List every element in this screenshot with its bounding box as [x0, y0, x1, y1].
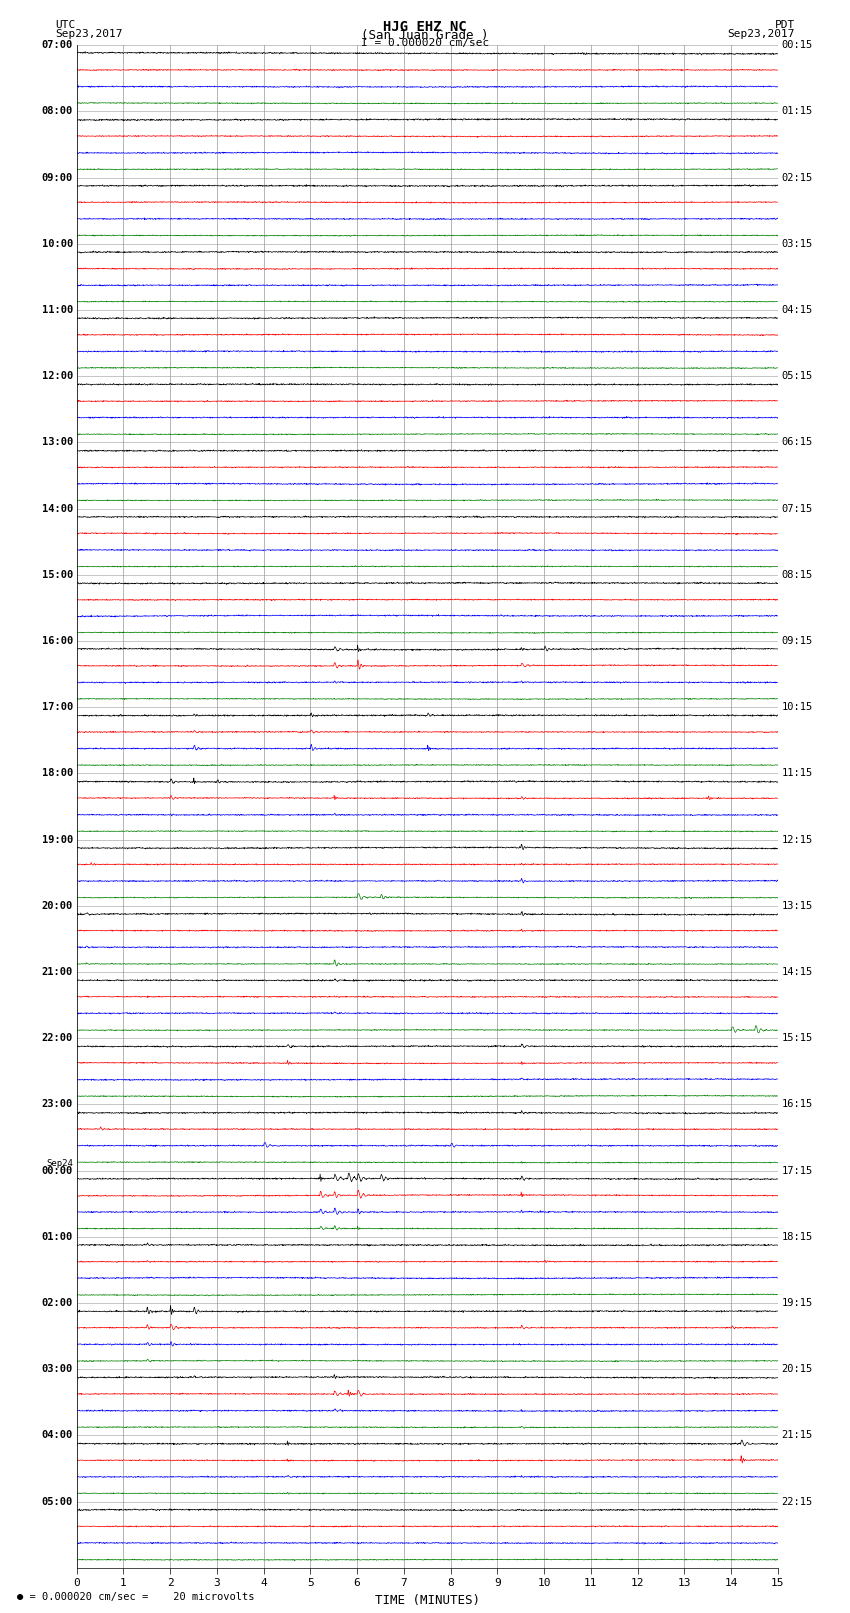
- Text: 04:00: 04:00: [42, 1431, 73, 1440]
- Text: 18:00: 18:00: [42, 768, 73, 779]
- Text: 05:00: 05:00: [42, 1497, 73, 1507]
- Text: 05:15: 05:15: [781, 371, 813, 381]
- Text: Sep23,2017: Sep23,2017: [728, 29, 795, 39]
- Text: 22:00: 22:00: [42, 1034, 73, 1044]
- Text: 00:00: 00:00: [42, 1166, 73, 1176]
- Text: PDT: PDT: [774, 19, 795, 31]
- Text: 01:15: 01:15: [781, 106, 813, 116]
- Text: 17:15: 17:15: [781, 1166, 813, 1176]
- Text: 02:00: 02:00: [42, 1298, 73, 1308]
- Text: 15:15: 15:15: [781, 1034, 813, 1044]
- Text: 09:15: 09:15: [781, 636, 813, 645]
- Text: 07:15: 07:15: [781, 503, 813, 513]
- Text: 07:00: 07:00: [42, 40, 73, 50]
- Text: 02:15: 02:15: [781, 173, 813, 182]
- Text: I = 0.000020 cm/sec: I = 0.000020 cm/sec: [361, 37, 489, 48]
- Text: 13:00: 13:00: [42, 437, 73, 447]
- X-axis label: TIME (MINUTES): TIME (MINUTES): [375, 1594, 479, 1607]
- Text: (San Juan Grade ): (San Juan Grade ): [361, 29, 489, 42]
- Text: 13:15: 13:15: [781, 900, 813, 911]
- Text: 10:00: 10:00: [42, 239, 73, 248]
- Text: 06:15: 06:15: [781, 437, 813, 447]
- Text: 17:00: 17:00: [42, 702, 73, 713]
- Text: 12:15: 12:15: [781, 834, 813, 845]
- Text: 14:00: 14:00: [42, 503, 73, 513]
- Text: 22:15: 22:15: [781, 1497, 813, 1507]
- Text: 21:15: 21:15: [781, 1431, 813, 1440]
- Text: 08:00: 08:00: [42, 106, 73, 116]
- Text: 15:00: 15:00: [42, 569, 73, 579]
- Text: 08:15: 08:15: [781, 569, 813, 579]
- Text: 16:00: 16:00: [42, 636, 73, 645]
- Text: 03:15: 03:15: [781, 239, 813, 248]
- Text: 20:15: 20:15: [781, 1365, 813, 1374]
- Text: ● = 0.000020 cm/sec =    20 microvolts: ● = 0.000020 cm/sec = 20 microvolts: [17, 1592, 254, 1602]
- Text: 16:15: 16:15: [781, 1100, 813, 1110]
- Text: 21:00: 21:00: [42, 968, 73, 977]
- Text: 19:00: 19:00: [42, 834, 73, 845]
- Text: 14:15: 14:15: [781, 968, 813, 977]
- Text: 23:00: 23:00: [42, 1100, 73, 1110]
- Text: 01:00: 01:00: [42, 1232, 73, 1242]
- Text: 11:00: 11:00: [42, 305, 73, 315]
- Text: 20:00: 20:00: [42, 900, 73, 911]
- Text: 10:15: 10:15: [781, 702, 813, 713]
- Text: 00:15: 00:15: [781, 40, 813, 50]
- Text: 09:00: 09:00: [42, 173, 73, 182]
- Text: 19:15: 19:15: [781, 1298, 813, 1308]
- Text: UTC: UTC: [55, 19, 76, 31]
- Text: 12:00: 12:00: [42, 371, 73, 381]
- Text: 11:15: 11:15: [781, 768, 813, 779]
- Text: 04:15: 04:15: [781, 305, 813, 315]
- Text: Sep23,2017: Sep23,2017: [55, 29, 122, 39]
- Text: Sep24: Sep24: [46, 1158, 73, 1168]
- Text: 03:00: 03:00: [42, 1365, 73, 1374]
- Text: HJG EHZ NC: HJG EHZ NC: [383, 19, 467, 34]
- Text: 18:15: 18:15: [781, 1232, 813, 1242]
